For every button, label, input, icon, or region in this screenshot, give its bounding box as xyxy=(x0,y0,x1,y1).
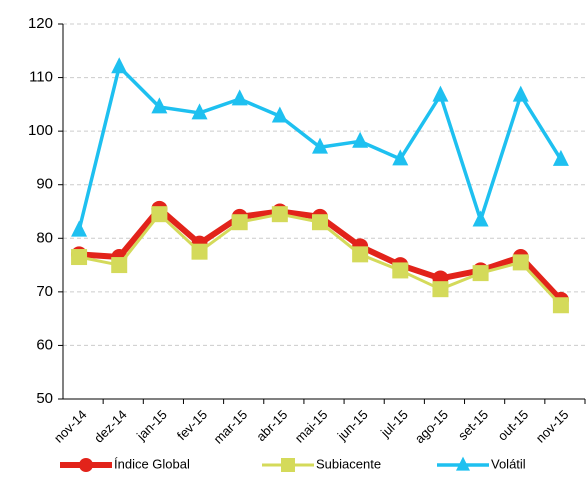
legend-entry: Índice Global xyxy=(60,456,190,472)
point xyxy=(392,262,409,279)
point xyxy=(352,246,369,263)
x-tick-label: abr-15 xyxy=(253,407,290,444)
point xyxy=(71,220,88,237)
legend-entry: Subiacente xyxy=(262,456,381,472)
legend-marker xyxy=(456,456,470,471)
point xyxy=(151,206,168,223)
x-tick-label: jul-15 xyxy=(377,407,411,441)
x-tick-label: out-15 xyxy=(495,407,532,444)
point xyxy=(392,149,409,166)
point xyxy=(311,137,328,154)
point xyxy=(472,265,489,282)
x-tick-label: jun-15 xyxy=(334,407,371,444)
y-tick-label: 110 xyxy=(29,69,53,86)
x-tick-label: set-15 xyxy=(455,407,491,443)
point xyxy=(71,249,88,266)
point xyxy=(552,297,569,314)
x-tick-label: mar-15 xyxy=(210,407,250,447)
point xyxy=(271,206,288,223)
point xyxy=(472,210,489,227)
point xyxy=(352,131,369,148)
legend-label: Volátil xyxy=(491,456,526,471)
x-tick-label: mai-15 xyxy=(292,407,331,446)
y-tick-label: 80 xyxy=(36,229,53,246)
x-tick-label: nov-15 xyxy=(533,407,572,446)
point xyxy=(191,103,208,120)
y-tick-label: 120 xyxy=(28,15,53,32)
point xyxy=(271,106,288,123)
legend-marker xyxy=(79,458,93,472)
point xyxy=(151,97,168,114)
x-tick-label: dez-14 xyxy=(91,407,130,446)
y-tick-label: 90 xyxy=(36,176,53,193)
point xyxy=(191,243,208,260)
point xyxy=(231,89,248,106)
legend-entry: Volátil xyxy=(437,456,526,471)
legend-label: Índice Global xyxy=(114,456,190,471)
point xyxy=(111,57,128,74)
point xyxy=(432,85,449,102)
point xyxy=(512,254,529,271)
y-tick-label: 70 xyxy=(36,283,53,300)
legend-label: Subiacente xyxy=(316,456,381,471)
y-tick-label: 100 xyxy=(28,122,53,139)
point xyxy=(552,149,569,166)
point xyxy=(432,281,449,298)
x-tick-label: ago-15 xyxy=(412,407,451,446)
point xyxy=(311,214,328,231)
x-tick-label: jan-15 xyxy=(133,407,170,444)
point xyxy=(512,85,529,102)
point xyxy=(231,214,248,231)
y-tick-label: 60 xyxy=(36,336,53,353)
point xyxy=(111,257,128,274)
y-tick-label: 50 xyxy=(36,390,53,407)
x-tick-label: fev-15 xyxy=(174,407,210,443)
x-tick-label: nov-14 xyxy=(51,407,90,446)
legend-marker xyxy=(281,458,295,472)
